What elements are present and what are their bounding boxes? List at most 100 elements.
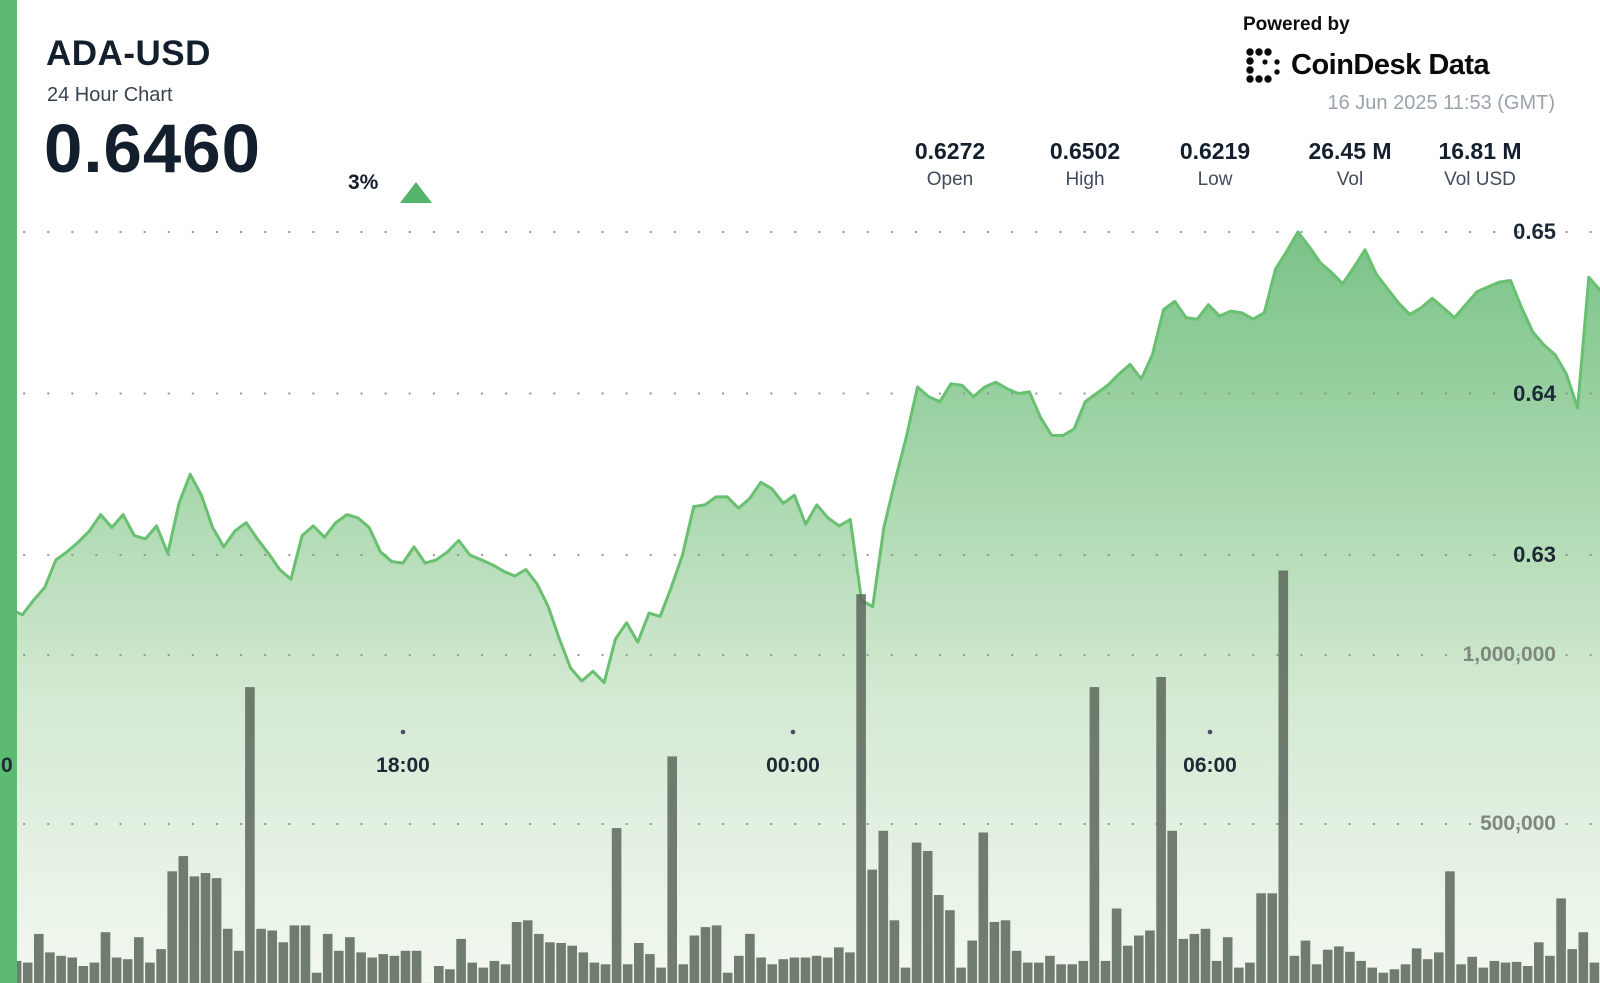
volume-bar: [1000, 920, 1011, 983]
volume-bar: [600, 964, 611, 983]
volume-bar: [267, 930, 277, 983]
volume-bar: [511, 922, 522, 983]
stat-low-value: 0.6219: [1179, 138, 1251, 164]
volume-bar: [167, 871, 177, 983]
volume-bar: [278, 942, 289, 983]
volume-bar: [1334, 946, 1344, 983]
symbol-title: ADA-USD: [46, 34, 211, 73]
volume-bar: [1556, 898, 1566, 983]
volume-bar: [122, 959, 133, 983]
volume-bar: [1456, 964, 1466, 983]
volume-axis-label: 1,000,000: [1462, 643, 1556, 666]
volume-bar: [1178, 938, 1189, 983]
volume-bar: [856, 594, 866, 983]
volume-bar: [1011, 950, 1022, 983]
volume-bar: [1400, 964, 1411, 983]
volume-bar: [189, 876, 200, 983]
volume-bar: [1256, 893, 1266, 983]
volume-bar: [700, 927, 711, 983]
volume-bar: [356, 952, 366, 983]
volume-bar: [989, 922, 1000, 983]
coindesk-data-logo[interactable]: CoinDesk Data: [1243, 45, 1555, 85]
volume-bar: [1322, 949, 1333, 983]
volume-bar: [1222, 937, 1233, 983]
volume-bar: [922, 851, 933, 983]
x-tick-dot: [790, 729, 796, 735]
time-axis-label: 0: [1, 754, 13, 777]
stat-vol: 26.45 M Vol: [1275, 138, 1425, 191]
volume-bar: [1156, 677, 1166, 983]
volume-bar: [845, 952, 855, 983]
time-axis-label: 06:00: [1183, 754, 1237, 777]
volume-bar: [389, 955, 400, 983]
volume-bar: [89, 962, 100, 983]
volume-bar: [867, 869, 877, 983]
volume-bar: [322, 933, 333, 983]
volume-bar: [1567, 949, 1577, 983]
volume-bar: [34, 933, 44, 983]
volume-bar: [289, 925, 300, 983]
volume-bar: [589, 962, 600, 983]
stat-open-value: 0.6272: [914, 138, 986, 164]
volume-bar: [1234, 967, 1244, 983]
volume-bar: [1367, 967, 1377, 983]
price-area-fill: [0, 232, 1600, 983]
volume-bar: [45, 952, 55, 983]
attribution-block[interactable]: Powered by CoinDesk Data 16 Jun 2025 11:…: [1243, 14, 1555, 115]
x-tick-dot: [400, 729, 406, 735]
volume-bar: [1100, 960, 1111, 983]
volume-bar: [1211, 960, 1222, 983]
volume-bar: [1489, 960, 1500, 983]
volume-bar: [400, 950, 411, 983]
volume-bar: [78, 966, 89, 983]
volume-bar: [134, 937, 144, 983]
volume-bar: [111, 957, 122, 983]
powered-by-label: Powered by: [1243, 14, 1350, 35]
price-line: [0, 230, 1600, 685]
volume-bar: [345, 937, 355, 983]
volume-bar: [156, 949, 166, 983]
volume-bar: [478, 967, 489, 983]
volume-bar: [645, 954, 655, 983]
volume-bar: [534, 933, 544, 983]
volume-bar: [489, 960, 500, 983]
volume-bar: [1356, 960, 1366, 983]
volume-bar: [1445, 871, 1455, 983]
volume-bar: [1167, 830, 1177, 983]
time-axis-label: 00:00: [766, 754, 820, 777]
volume-bar: [1345, 951, 1355, 983]
volume-bar: [1245, 962, 1255, 983]
volume-bar: [1311, 964, 1322, 983]
volume-bar: [100, 932, 111, 983]
volume-bar: [978, 832, 989, 983]
volume-bar: [1122, 945, 1133, 983]
volume-bar: [900, 967, 911, 983]
chart-timestamp: 16 Jun 2025 11:53 (GMT): [1327, 92, 1555, 114]
volume-bar: [178, 856, 189, 983]
chart-subtitle: 24 Hour Chart: [47, 84, 173, 106]
volume-bar: [445, 969, 455, 983]
volume-bar: [1467, 956, 1477, 983]
volume-bar: [756, 957, 766, 983]
volume-bar: [911, 842, 922, 983]
stat-low: 0.6219 Low: [1140, 138, 1290, 191]
volume-bar: [634, 943, 644, 983]
volume-bar: [245, 687, 255, 983]
price-axis-label: 0.64: [1513, 380, 1556, 406]
coindesk-logo-text: CoinDesk Data: [1291, 48, 1490, 81]
volume-bar: [1022, 962, 1033, 983]
volume-bar: [378, 954, 389, 983]
volume-bar: [1089, 687, 1100, 983]
volume-bar: [1111, 908, 1122, 983]
volume-bar: [67, 957, 77, 983]
volume-bar: [1434, 952, 1444, 983]
volume-bar: [456, 938, 466, 983]
volume-bar: [1200, 928, 1211, 983]
volume-bar: [1578, 932, 1589, 983]
volume-bar: [1056, 964, 1066, 983]
volume-bar: [1589, 962, 1600, 983]
volume-bar: [467, 962, 477, 983]
volume-bar: [256, 928, 266, 983]
